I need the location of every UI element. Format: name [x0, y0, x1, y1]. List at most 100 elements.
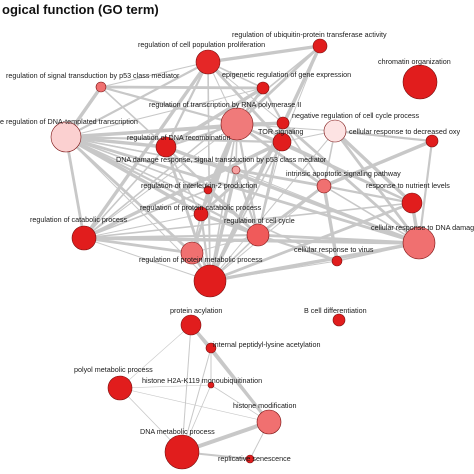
label-polyol: polyol metabolic process — [74, 365, 153, 374]
label-histmod: histone modification — [233, 401, 297, 410]
node-p53sig[interactable] — [95, 81, 107, 93]
label-cellprolif: regulation of cell population proliferat… — [138, 40, 265, 49]
edge-apoptotic-dnastim — [323, 185, 420, 244]
node-oxy[interactable] — [323, 119, 347, 143]
node-negcycle[interactable] — [276, 116, 290, 130]
node-virus[interactable] — [331, 255, 343, 267]
node-oxy_small[interactable] — [425, 134, 439, 148]
node-nutrient[interactable] — [401, 192, 423, 214]
edge-lysine-histmod — [209, 347, 271, 423]
edge-polyol-histmod — [119, 387, 270, 423]
label-protmetab: regulation of protein metabolic process — [139, 255, 263, 264]
node-rnapol[interactable] — [220, 107, 254, 141]
label-bcell: B cell differentiation — [304, 306, 367, 315]
label-tor: TOR signaling — [258, 127, 303, 136]
edge-dnadamage_p53-cellcycle — [234, 169, 260, 236]
label-dnastim: cellular response to DNA damage sti — [371, 223, 474, 232]
edge-dnarecomb-catabolic — [83, 146, 167, 239]
node-protmetab[interactable] — [193, 264, 227, 298]
label-lysine: internal peptidyl-lysine acetylation — [213, 340, 320, 349]
edge-oxy_small-apoptotic — [323, 139, 433, 188]
label-h2a: histone H2A-K119 monoubiquitination — [142, 376, 262, 385]
node-h2a[interactable] — [207, 381, 215, 389]
node-cellprolif[interactable] — [195, 49, 221, 75]
label-acyl: protein acylation — [170, 306, 222, 315]
edges-top — [64, 44, 434, 283]
edge-ubiq-catabolic — [83, 45, 321, 239]
node-catabolic_prot[interactable] — [193, 206, 209, 222]
node-lysine[interactable] — [205, 342, 217, 354]
node-dnarecomb[interactable] — [155, 136, 177, 158]
edge-cellcycle-dnastim — [257, 233, 420, 245]
edge-oxy-oxy_small — [334, 129, 433, 143]
edge-virus-protmetab — [209, 260, 338, 282]
edge-p53sig-epigen — [100, 85, 264, 90]
node-tor[interactable] — [272, 132, 292, 152]
label-cellcycle: regulation of cell cycle — [224, 216, 295, 225]
node-il2[interactable] — [203, 185, 213, 195]
node-cellcycle2[interactable] — [180, 241, 204, 265]
label-apoptotic: intrinsic apoptotic signaling pathway — [286, 169, 401, 178]
label-dnadamage_p53: DNA damage response, signal transduction… — [116, 155, 327, 164]
figure-title: ogical function (GO term) — [2, 2, 159, 17]
edge-nutrient-catabolic — [83, 202, 413, 239]
edge-negcycle-dnastim — [282, 121, 420, 245]
edge-cellcycle-cellcycle2 — [191, 234, 259, 254]
label-senescence: replicative senescence — [218, 454, 291, 463]
edge-tor-nutrient — [281, 141, 413, 204]
label-dnarecomb: regulation of DNA recombination — [127, 133, 230, 142]
edge-rnapol-cellcycle2 — [190, 123, 239, 254]
labels-layer: regulation of ubiquitin-protein transfer… — [0, 30, 474, 463]
label-ubiq: regulation of ubiquitin-protein transfer… — [232, 30, 387, 39]
node-dnastim[interactable] — [402, 226, 436, 260]
edge-oxy_small-dnastim — [417, 140, 434, 244]
edge-cellprolif-ubiq — [207, 44, 321, 64]
edge-cellprolif-dnarecomb — [165, 61, 209, 148]
edge-lysine-dnametab — [181, 347, 212, 453]
node-epigen[interactable] — [256, 81, 270, 95]
edge-rnapol-apoptotic — [236, 122, 325, 188]
label-rnapol: regulation of transcription by RNA polym… — [149, 100, 301, 109]
edge-dnatemp-tor — [65, 135, 283, 144]
edge-cellprolif-catabolic — [82, 61, 210, 239]
edge-acyl-polyol — [119, 324, 192, 389]
label-epigen: epigenetic regulation of gene expression — [222, 70, 351, 79]
node-acyl[interactable] — [180, 314, 202, 336]
node-histmod[interactable] — [256, 409, 282, 435]
edge-cellcycle-virus — [257, 233, 338, 263]
edge-dnadamage_p53-protmetab — [208, 169, 238, 282]
edge-ubiq-rnapol — [236, 44, 321, 126]
node-bcell[interactable] — [332, 313, 346, 327]
node-ubiq[interactable] — [312, 38, 328, 54]
label-negcycle: negative regulation of cell cycle proces… — [292, 111, 419, 120]
edge-dnatemp-dnarecomb — [65, 135, 167, 149]
node-chromatin[interactable] — [402, 64, 438, 100]
edge-polyol-h2a — [119, 384, 212, 389]
node-dnadamage_p53[interactable] — [231, 165, 241, 175]
edge-negcycle-apoptotic — [282, 122, 325, 187]
label-chromatin: chromatin organization — [378, 57, 451, 66]
node-senescence[interactable] — [245, 454, 255, 464]
label-oxy: cellular response to decreased oxy — [349, 127, 460, 136]
edge-catabolic-protmetab — [83, 237, 211, 282]
edge-p53sig-cellprolif — [100, 61, 209, 88]
edge-tor-catabolic_prot — [200, 140, 283, 216]
node-dnatemp[interactable] — [50, 121, 82, 153]
label-dnametab: DNA metabolic process — [140, 427, 215, 436]
edge-dnarecomb-protmetab — [164, 146, 212, 282]
node-catabolic[interactable] — [71, 225, 97, 251]
edge-catabolic-cellcycle2 — [83, 236, 193, 255]
edge-apoptotic-nutrient — [323, 184, 413, 205]
node-apoptotic[interactable] — [316, 178, 332, 194]
edge-dnatemp-cellcycle2 — [65, 135, 193, 255]
edge-dnadamage_p53-apoptotic — [235, 168, 325, 188]
label-nutrient: response to nutrient levels — [366, 181, 450, 190]
node-cellcycle[interactable] — [246, 223, 270, 247]
node-polyol[interactable] — [107, 375, 133, 401]
label-p53sig: regulation of signal transduction by p53… — [6, 71, 180, 80]
edge-cellprolif-dnatemp — [65, 61, 209, 138]
edge-tor-protmetab — [209, 141, 283, 282]
node-dnametab[interactable] — [164, 434, 200, 470]
edge-apoptotic-virus — [322, 185, 339, 262]
nodes-layer — [50, 38, 439, 470]
